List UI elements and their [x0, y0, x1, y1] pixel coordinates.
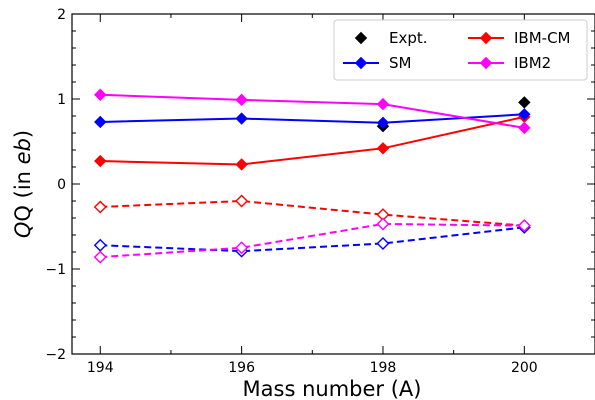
x-tick-label: 196 — [228, 360, 255, 376]
y-axis-title-unit: eb — [11, 138, 35, 164]
legend-marker-ibm-cm — [479, 31, 493, 45]
y-tick-label: 2 — [57, 7, 66, 23]
x-tick-label: 198 — [370, 360, 397, 376]
legend-box — [333, 19, 588, 81]
legend-label-expt: Expt. — [389, 29, 428, 47]
legend: Expt. IBM-CM SM IBM2 — [333, 19, 588, 81]
data-point-ibm2-solid — [94, 88, 107, 101]
legend-marker-expt — [354, 31, 368, 45]
y-axis-title-main: Q (in — [11, 164, 35, 221]
data-point-sm-solid — [518, 108, 531, 121]
data-point-sm-solid — [94, 115, 107, 129]
data-point-ibm-cm-dashed — [93, 200, 107, 214]
data-point-ibm-cm-solid — [376, 142, 390, 155]
data-point-ibm2-solid — [235, 93, 248, 107]
y-tick-label: 1 — [57, 92, 66, 108]
x-axis-title: Mass number (A) — [243, 377, 422, 400]
series-line-sm-dashed — [100, 226, 525, 253]
data-point-ibm2-dashed — [93, 250, 107, 264]
series-line-ibm-cm-dashed — [100, 199, 525, 227]
legend-label-ibm-cm: IBM-CM — [514, 29, 570, 47]
series-line-ibm-cm-solid — [100, 115, 525, 166]
y-tick-label: −2 — [45, 347, 66, 363]
data-point-sm-solid — [376, 116, 390, 130]
y-axis-title-close: ) — [11, 130, 35, 138]
y-tick-label: 0 — [57, 177, 66, 193]
x-tick-label: 194 — [87, 360, 114, 376]
data-point-ibm2-dashed — [376, 217, 390, 231]
series-line-ibm2-solid — [100, 93, 525, 129]
y-tick-label: −1 — [45, 262, 66, 278]
legend-label-ibm2: IBM2 — [514, 54, 551, 72]
plot-area: 194 196 198 200 −2 −1 0 1 2 — [45, 7, 595, 376]
x-tick-label: 200 — [511, 360, 538, 376]
legend-marker-sm — [354, 56, 368, 70]
series-line-sm-solid — [100, 113, 525, 124]
series-line-ibm2-dashed — [100, 222, 525, 259]
data-point-sm-dashed — [93, 238, 107, 252]
y-axis-title: QQ (in eb) — [11, 130, 35, 238]
data-point-sm-dashed — [376, 237, 390, 250]
data-point-expt-points — [518, 96, 531, 109]
data-point-ibm2-dashed — [235, 241, 249, 255]
data-point-ibm2-dashed — [517, 219, 531, 233]
data-point-ibm2-solid — [518, 121, 531, 135]
y-axis-title-q: Q — [11, 222, 35, 239]
data-point-ibm-cm-dashed — [235, 194, 249, 208]
legend-marker-ibm2 — [479, 56, 493, 70]
legend-label-sm: SM — [389, 54, 411, 72]
data-point-ibm2-solid — [376, 97, 390, 111]
data-point-sm-solid — [235, 112, 248, 125]
data-point-ibm-cm-solid — [94, 154, 107, 168]
data-point-ibm-cm-solid — [235, 158, 248, 171]
